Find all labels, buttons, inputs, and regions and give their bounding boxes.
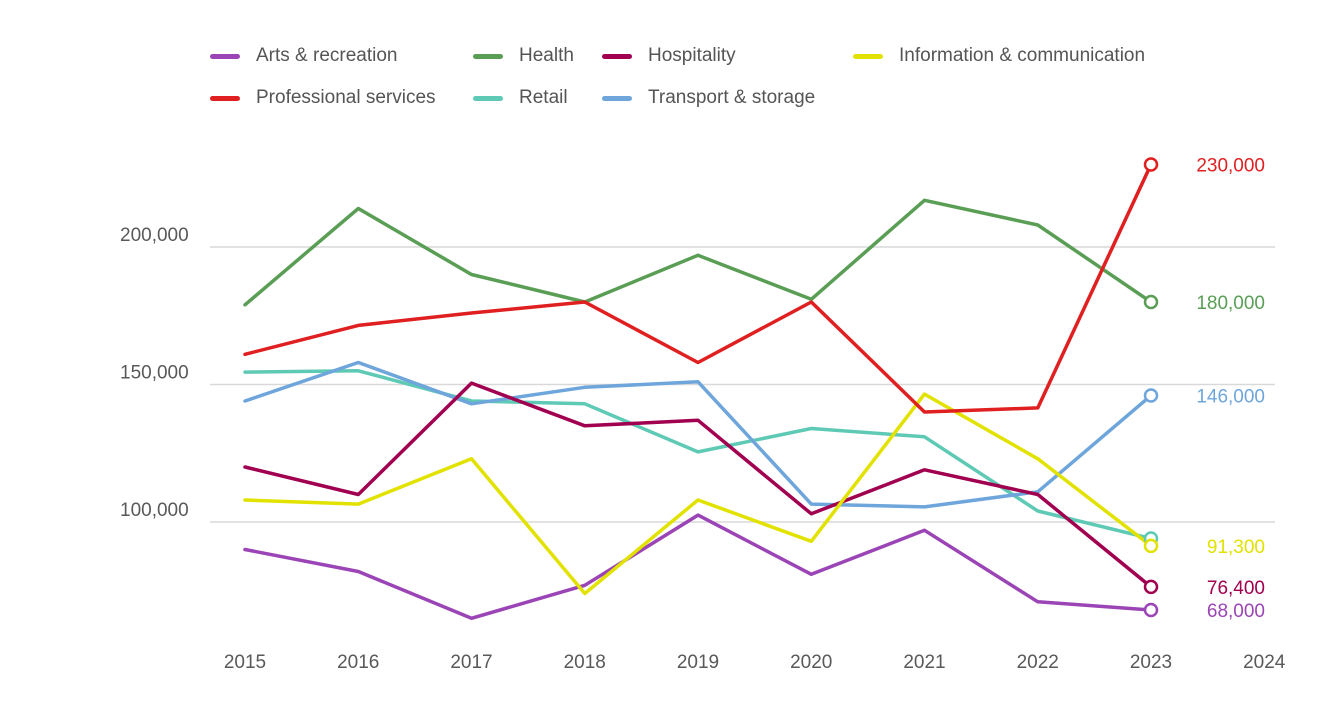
- gridlines: [210, 246, 1275, 523]
- legend-item-transport-storage[interactable]: Transport & storage: [602, 86, 815, 110]
- end-value-label-information-communication: 91,300: [1207, 537, 1265, 558]
- x-tick-label: 2017: [450, 652, 492, 673]
- series-line-arts-recreation: [243, 513, 1153, 621]
- series-line-health: [243, 198, 1153, 307]
- legend-label: Health: [519, 45, 574, 66]
- series-line-information-communication: [243, 392, 1153, 596]
- x-tick-label: 2015: [224, 652, 266, 673]
- legend-swatch: [210, 95, 240, 101]
- end-value-label-arts-recreation: 68,000: [1207, 601, 1265, 622]
- x-tick-label: 2024: [1243, 652, 1286, 673]
- legend-swatch: [602, 53, 632, 59]
- y-tick-label: 100,000: [120, 500, 189, 521]
- series-lines: [243, 162, 1153, 621]
- end-markers: [1143, 157, 1159, 618]
- x-tick-label: 2020: [790, 652, 832, 673]
- legend-label: Professional services: [256, 87, 436, 108]
- legend-label: Arts & recreation: [256, 45, 398, 66]
- legend-swatch: [473, 95, 503, 101]
- end-marker-information-communication: [1143, 538, 1159, 554]
- series-line-transport-storage: [243, 360, 1153, 509]
- legend-swatch: [210, 53, 240, 59]
- x-tick-label: 2018: [564, 652, 606, 673]
- end-value-label-hospitality: 76,400: [1207, 578, 1265, 599]
- y-axis-tick-labels: 100,000 150,000 200,000: [120, 225, 189, 521]
- end-value-label-health: 180,000: [1196, 293, 1265, 314]
- end-marker-hospitality: [1143, 579, 1159, 595]
- end-marker-health: [1143, 294, 1159, 310]
- legend-label: Transport & storage: [648, 87, 816, 108]
- end-value-labels: 68,000 146,000 76,400 91,300 180,000 230,000: [1196, 156, 1265, 623]
- y-tick-label: 150,000: [120, 363, 189, 384]
- legend-label: Information & communication: [899, 45, 1146, 66]
- legend-item-arts-recreation[interactable]: Arts & recreation: [210, 44, 398, 68]
- series-line-professional-services: [243, 162, 1153, 414]
- legend-swatch: [473, 53, 503, 59]
- legend-item-retail[interactable]: Retail: [473, 86, 568, 110]
- x-axis-tick-labels: 2015 2016 2017 2018 2019 2020 2021 2022 2023 2024: [224, 652, 1286, 673]
- legend-swatch: [602, 95, 632, 101]
- series-line-retail: [243, 369, 1153, 541]
- x-tick-label: 2022: [1017, 652, 1059, 673]
- legend-item-information-communication[interactable]: Information & communication: [853, 44, 1145, 68]
- legend-item-professional-services[interactable]: Professional services: [210, 86, 436, 110]
- end-marker-transport-storage: [1143, 388, 1159, 403]
- x-tick-label: 2021: [903, 652, 945, 673]
- y-tick-label: 200,000: [120, 225, 189, 246]
- series-line-hospitality: [243, 381, 1153, 589]
- legend-item-health[interactable]: Health: [473, 44, 574, 68]
- end-marker-professional-services: [1143, 157, 1159, 172]
- end-value-label-professional-services: 230,000: [1196, 156, 1265, 177]
- legend-label: Hospitality: [648, 45, 736, 66]
- x-tick-label: 2023: [1130, 652, 1172, 673]
- x-tick-label: 2016: [337, 652, 379, 673]
- end-value-label-transport-storage: 146,000: [1196, 387, 1265, 408]
- x-tick-label: 2019: [677, 652, 719, 673]
- legend-label: Retail: [519, 87, 568, 108]
- end-marker-arts-recreation: [1143, 602, 1159, 618]
- legend-item-hospitality[interactable]: Hospitality: [602, 44, 736, 68]
- legend-swatch: [853, 53, 883, 59]
